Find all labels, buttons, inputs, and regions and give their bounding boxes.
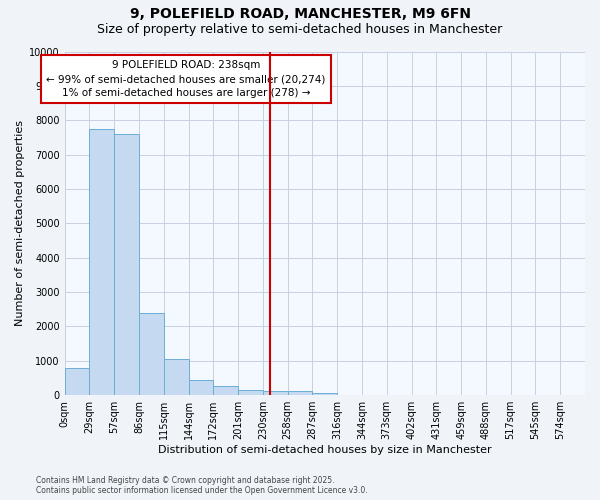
Bar [188, 380, 214, 395]
Bar [65, 368, 89, 395]
Bar [214, 386, 238, 395]
Text: Contains HM Land Registry data © Crown copyright and database right 2025.
Contai: Contains HM Land Registry data © Crown c… [36, 476, 368, 495]
Bar [89, 129, 114, 395]
Bar [238, 390, 263, 395]
Bar [263, 391, 287, 395]
Bar [164, 359, 188, 395]
Bar [313, 394, 337, 395]
Bar [287, 392, 313, 395]
Bar [114, 134, 139, 395]
Y-axis label: Number of semi-detached properties: Number of semi-detached properties [15, 120, 25, 326]
X-axis label: Distribution of semi-detached houses by size in Manchester: Distribution of semi-detached houses by … [158, 445, 491, 455]
Text: 9, POLEFIELD ROAD, MANCHESTER, M9 6FN: 9, POLEFIELD ROAD, MANCHESTER, M9 6FN [130, 8, 470, 22]
Text: Size of property relative to semi-detached houses in Manchester: Size of property relative to semi-detach… [97, 22, 503, 36]
Text: 9 POLEFIELD ROAD: 238sqm
← 99% of semi-detached houses are smaller (20,274)
1% o: 9 POLEFIELD ROAD: 238sqm ← 99% of semi-d… [46, 60, 326, 98]
Bar [139, 314, 164, 395]
